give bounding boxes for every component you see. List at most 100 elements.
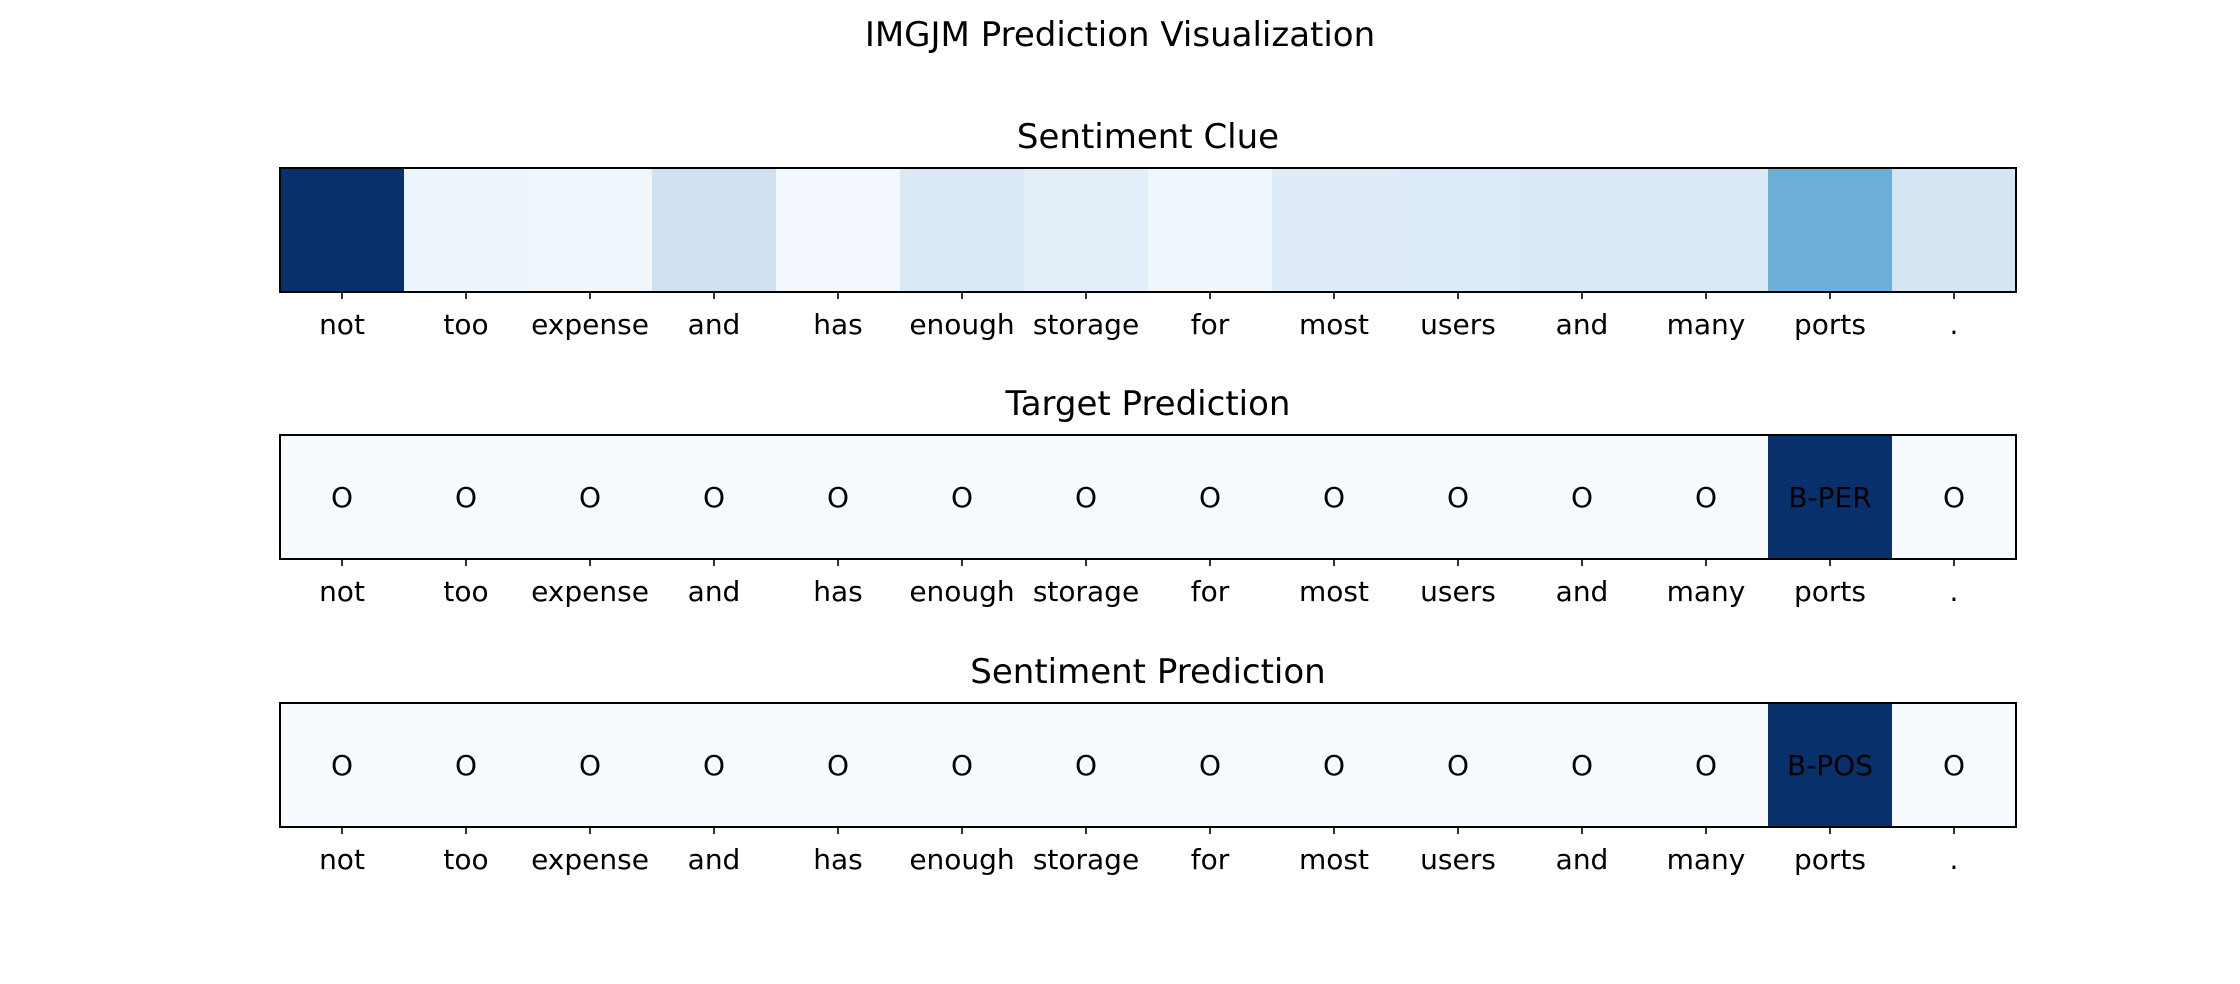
heatmap-cell	[1520, 435, 1645, 559]
heatmap-cell	[1768, 435, 1893, 559]
heatmap-cell	[1272, 435, 1397, 559]
cell-label: O	[1943, 749, 1965, 782]
cell-label: O	[579, 749, 601, 782]
x-tick-label: expense	[531, 575, 649, 608]
x-tick-label: .	[1950, 843, 1959, 876]
cell-label: O	[951, 749, 973, 782]
heatmap-cell	[404, 168, 529, 292]
heatmap-cell	[1768, 703, 1893, 827]
heatmap-cell	[1892, 168, 2017, 292]
panel-frame	[279, 167, 2017, 293]
heatmap-cell	[1892, 703, 2017, 827]
heatmap-cell	[1024, 168, 1149, 292]
cell-label: O	[827, 749, 849, 782]
heatmap-cell	[900, 703, 1025, 827]
heatmap-cell	[1520, 168, 1645, 292]
cell-label: O	[1943, 481, 1965, 514]
panel-title: Sentiment Clue	[1017, 117, 1279, 157]
cell-label: O	[1571, 749, 1593, 782]
cell-label: B-POS	[1787, 749, 1873, 782]
x-tick-label: and	[1556, 575, 1609, 608]
x-tick-label: storage	[1033, 575, 1139, 608]
x-tick-label: and	[688, 575, 741, 608]
cell-label: B-PER	[1788, 481, 1871, 514]
cell-label: O	[1323, 749, 1345, 782]
cell-label: O	[703, 481, 725, 514]
heatmap-cell	[900, 435, 1025, 559]
heatmap-cell	[1024, 435, 1149, 559]
heatmap-cell	[528, 703, 653, 827]
cell-label: O	[1199, 749, 1221, 782]
x-tick-label: and	[688, 308, 741, 341]
x-tick-label: has	[813, 843, 863, 876]
x-tick-label: and	[1556, 308, 1609, 341]
cell-label: O	[1571, 481, 1593, 514]
cell-label: O	[331, 749, 353, 782]
x-tick-label: storage	[1033, 843, 1139, 876]
heatmap-cell	[1768, 168, 1893, 292]
heatmap-cell	[900, 168, 1025, 292]
cell-label: O	[1447, 481, 1469, 514]
x-tick-label: too	[443, 575, 488, 608]
panel-0: Sentiment Clue not too expense and has enough s…	[279, 117, 2017, 341]
heatmap-cell	[652, 168, 777, 292]
cell-label: O	[455, 749, 477, 782]
heatmap-cell	[776, 435, 901, 559]
x-tick-label: not	[319, 843, 365, 876]
heatmap-cell	[1644, 703, 1769, 827]
panel-2: Sentiment Prediction O O O O O O O O O O O O B-POS Ono…	[279, 652, 2017, 876]
x-tick-label: expense	[531, 843, 649, 876]
cell-label: O	[331, 481, 353, 514]
heatmap-cell	[1148, 703, 1273, 827]
cell-label: O	[455, 481, 477, 514]
heatmap-cell	[404, 703, 529, 827]
cell-label: O	[1323, 481, 1345, 514]
heatmap-cell	[776, 168, 901, 292]
x-tick-label: has	[813, 575, 863, 608]
cell-label: O	[1075, 481, 1097, 514]
heatmap-cell	[528, 168, 653, 292]
cell-label: O	[1447, 749, 1469, 782]
x-tick-label: storage	[1033, 308, 1139, 341]
x-tick-label: enough	[909, 308, 1014, 341]
heatmap-cell	[280, 435, 405, 559]
x-tick-label: and	[688, 843, 741, 876]
x-tick-label: not	[319, 575, 365, 608]
x-tick-label: not	[319, 308, 365, 341]
cell-label: O	[1695, 749, 1717, 782]
x-tick-label: most	[1299, 843, 1369, 876]
heatmap-cell	[1520, 703, 1645, 827]
x-tick-label: enough	[909, 575, 1014, 608]
x-tick-label: enough	[909, 843, 1014, 876]
cell-label: O	[579, 481, 601, 514]
x-tick-label: .	[1950, 575, 1959, 608]
x-tick-label: too	[443, 308, 488, 341]
x-tick-label: many	[1667, 843, 1746, 876]
x-tick-label: for	[1191, 308, 1230, 341]
cell-label: O	[1199, 481, 1221, 514]
x-tick-label: most	[1299, 575, 1369, 608]
x-tick-label: users	[1420, 843, 1496, 876]
x-tick-label: ports	[1794, 308, 1866, 341]
x-tick-label: has	[813, 308, 863, 341]
heatmap-cell	[280, 703, 405, 827]
cell-label: O	[951, 481, 973, 514]
heatmap-cell	[1892, 435, 2017, 559]
heatmap-cell	[1644, 168, 1769, 292]
x-tick-label: many	[1667, 308, 1746, 341]
x-tick-label: ports	[1794, 575, 1866, 608]
x-tick-label: expense	[531, 308, 649, 341]
x-tick-label: ports	[1794, 843, 1866, 876]
panel-title: Sentiment Prediction	[970, 652, 1325, 692]
heatmap-cell	[1272, 168, 1397, 292]
heatmap-cell	[1396, 435, 1521, 559]
heatmap-cell	[404, 435, 529, 559]
heatmap-cell	[652, 703, 777, 827]
x-tick-label: for	[1191, 843, 1230, 876]
panel-title: Target Prediction	[1005, 384, 1291, 424]
heatmap-cell	[1024, 703, 1149, 827]
heatmap-cell	[1396, 703, 1521, 827]
